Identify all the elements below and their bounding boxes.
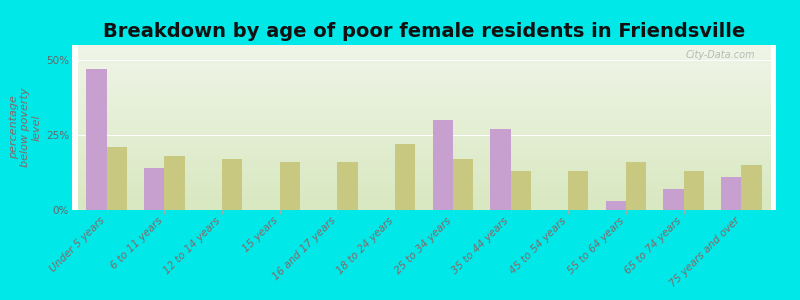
Bar (606, 201, 626, 210)
Bar (663, 189, 684, 210)
Bar (568, 171, 589, 210)
Bar (338, 162, 358, 210)
Bar (222, 159, 242, 210)
Bar (395, 144, 415, 210)
Bar (721, 177, 742, 210)
Bar (164, 156, 185, 210)
Text: City-Data.com: City-Data.com (686, 50, 755, 60)
Bar (433, 120, 453, 210)
Y-axis label: percentage
below poverty
level: percentage below poverty level (9, 88, 42, 167)
Bar (86, 69, 106, 210)
Bar (106, 147, 127, 210)
Bar (742, 165, 762, 210)
Title: Breakdown by age of poor female residents in Friendsville: Breakdown by age of poor female resident… (103, 22, 745, 41)
Bar (510, 171, 530, 210)
Bar (280, 162, 300, 210)
Bar (453, 159, 473, 210)
Bar (490, 129, 510, 210)
Bar (626, 162, 646, 210)
Bar (684, 171, 704, 210)
Bar (144, 168, 164, 210)
